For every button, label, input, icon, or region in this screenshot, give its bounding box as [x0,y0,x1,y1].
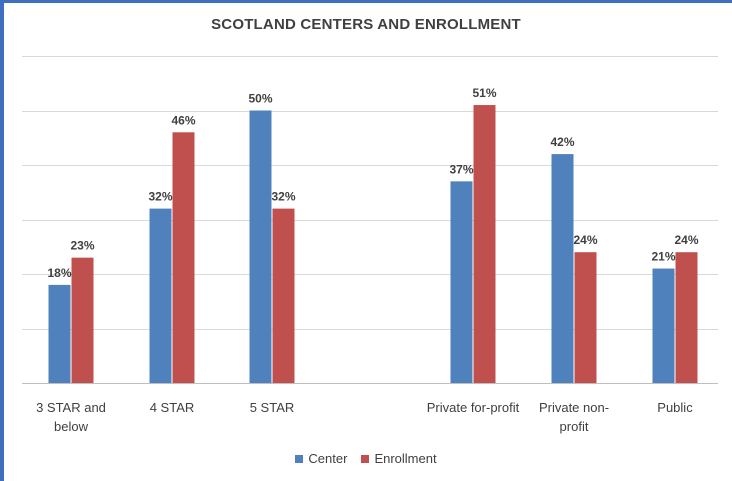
data-label-enrollment-4: 24% [573,233,597,247]
bar-enrollment-5 [675,252,698,383]
legend-swatch-center [295,454,304,463]
x-tick-labels: 3 STAR and below 4 STAR 5 STAR Private for-p… [36,400,693,434]
x-tick-label-2: 5 STAR [250,400,295,415]
data-label-enrollment-3: 51% [472,86,496,100]
bar-enrollment-4 [574,252,597,383]
bar-center-2 [249,110,272,383]
bar-center-5 [652,268,675,383]
gridlines [22,56,718,384]
bar-enrollment-1 [172,132,195,383]
data-label-center-3: 37% [449,162,473,176]
bars [48,105,698,384]
bar-center-4 [551,154,574,383]
data-label-enrollment-5: 24% [674,233,698,247]
data-label-center-0: 18% [47,266,71,280]
data-label-center-2: 50% [248,92,272,106]
data-labels: 18% 32% 50% 37% 42% 21% 23% 46% 32% 51% 24% 24% [47,86,698,280]
bar-enrollment-2 [272,208,295,383]
chart-title: SCOTLAND CENTERS AND ENROLLMENT [211,16,521,33]
legend: Center Enrollment [0,451,732,466]
x-tick-label-5: Public [657,400,693,415]
data-label-center-4: 42% [550,135,574,149]
bar-center-0 [48,284,71,383]
legend-item-center: Center [295,451,347,466]
x-tick-label-1: 4 STAR [150,400,195,415]
data-label-enrollment-1: 46% [171,113,195,127]
bar-center-3 [450,181,473,383]
bar-enrollment-3 [473,105,496,384]
bar-center-1 [149,208,172,383]
data-label-enrollment-0: 23% [70,239,94,253]
x-tick-label-3: Private for-profit [427,400,520,415]
legend-swatch-enrollment [361,454,370,463]
x-tick-label-0: 3 STAR and below [36,400,106,434]
data-label-center-5: 21% [651,250,675,264]
x-tick-label-4: Private non-profit [539,400,609,434]
legend-label-center: Center [308,451,348,466]
legend-label-enrollment: Enrollment [374,451,437,466]
data-label-enrollment-2: 32% [271,190,295,204]
data-label-center-1: 32% [148,190,172,204]
legend-item-enrollment: Enrollment [361,451,437,466]
bar-enrollment-0 [71,257,94,383]
